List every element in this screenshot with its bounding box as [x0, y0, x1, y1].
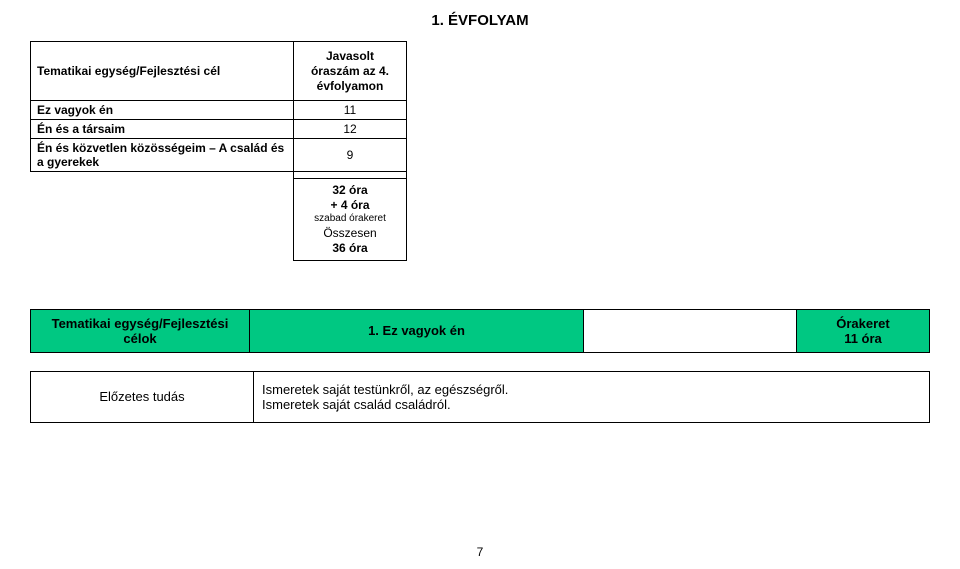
spacer-row — [31, 172, 407, 179]
summary-line2: + 4 óra — [300, 198, 400, 213]
summary-row: 32 óra + 4 óra szabad órakeret Összesen … — [31, 179, 407, 261]
table-header-row: Tematikai egység/Fejlesztési cél Javasol… — [31, 42, 407, 101]
row-value: 12 — [294, 120, 407, 139]
table-row: Én és közvetlen közösségeim – A család é… — [31, 139, 407, 172]
page-number: 7 — [0, 545, 960, 559]
band-cell-3 — [584, 309, 797, 352]
table-row: Én és a társaim 12 — [31, 120, 407, 139]
row-value: 11 — [294, 101, 407, 120]
summary-cell: 32 óra + 4 óra szabad órakeret Összesen … — [294, 179, 407, 261]
below-row: Előzetes tudás Ismeretek saját testünkrő… — [31, 371, 930, 422]
below-cell-1: Előzetes tudás — [31, 371, 254, 422]
page: 1. ÉVFOLYAM Tematikai egység/Fejlesztési… — [0, 0, 960, 569]
band-c4-line1: Órakeret — [803, 316, 923, 331]
row-label: Én és közvetlen közösségeim – A család é… — [31, 139, 294, 172]
header-left: Tematikai egység/Fejlesztési cél — [31, 42, 294, 101]
page-title: 1. ÉVFOLYAM — [30, 12, 930, 29]
below-line1: Ismeretek saját testünkről, az egészségr… — [262, 382, 921, 397]
summary-line5: 36 óra — [300, 241, 400, 256]
below-line2: Ismeretek saját család családról. — [262, 397, 921, 412]
below-cell-2: Ismeretek saját testünkről, az egészségr… — [254, 371, 930, 422]
band-cell-2: 1. Ez vagyok én — [250, 309, 584, 352]
summary-line3: szabad órakeret — [300, 213, 400, 226]
table-row: Ez vagyok én 11 — [31, 101, 407, 120]
band-cell-4: Órakeret 11 óra — [797, 309, 930, 352]
band-c4-line2: 11 óra — [803, 331, 923, 346]
top-table: Tematikai egység/Fejlesztési cél Javasol… — [30, 41, 407, 261]
summary-line4: Összesen — [300, 226, 400, 241]
band-region: Tematikai egység/Fejlesztési célok 1. Ez… — [30, 309, 930, 423]
row-label: Én és a társaim — [31, 120, 294, 139]
band-table: Tematikai egység/Fejlesztési célok 1. Ez… — [30, 309, 930, 353]
row-value: 9 — [294, 139, 407, 172]
band-row: Tematikai egység/Fejlesztési célok 1. Ez… — [31, 309, 930, 352]
below-table: Előzetes tudás Ismeretek saját testünkrő… — [30, 371, 930, 423]
header-right: Javasolt óraszám az 4. évfolyamon — [294, 42, 407, 101]
summary-line1: 32 óra — [300, 183, 400, 198]
row-label: Ez vagyok én — [31, 101, 294, 120]
band-cell-1: Tematikai egység/Fejlesztési célok — [31, 309, 250, 352]
